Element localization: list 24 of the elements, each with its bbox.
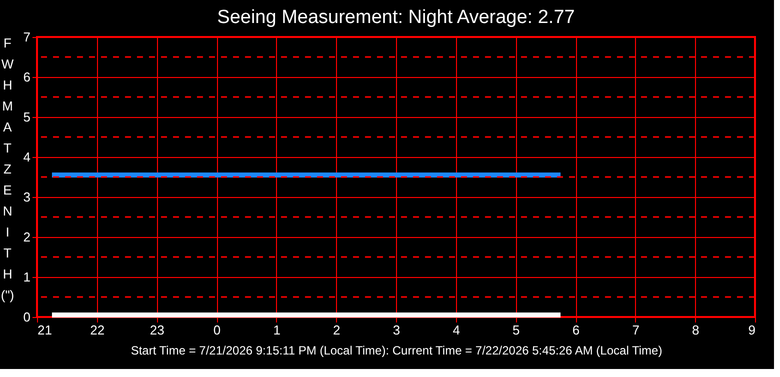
y-tick-label: 7 (23, 30, 30, 44)
y-tick-label: 4 (23, 150, 30, 164)
y-tick-label: 5 (23, 110, 30, 124)
x-tick-label: 9 (748, 322, 756, 338)
x-tick-label: 8 (692, 322, 700, 338)
x-tick-label: 4 (452, 322, 460, 338)
y-tick-label: 2 (23, 230, 30, 244)
x-tick-label: 22 (90, 322, 105, 338)
x-tick-label: 3 (392, 322, 400, 338)
y-tick-label: 6 (23, 70, 30, 84)
x-tick-label: 7 (632, 322, 640, 338)
x-tick-label: 1 (273, 322, 280, 338)
y-tick-label: 1 (23, 270, 30, 284)
y-tick-label: 0 (23, 310, 30, 324)
x-tick-label: 23 (150, 322, 164, 338)
x-tick-label: 2 (333, 322, 340, 338)
x-tick-label: 5 (512, 322, 520, 338)
chart-title: Seeing Measurement: Night Average: 2.77 (217, 7, 575, 28)
text: Start Time = 7/21/2026 9:15:11 PM (Local Time): Current Time = 7/22/2026 5:45:26 AM (Local Time) (130, 344, 662, 358)
y-tick-label: 3 (23, 190, 30, 204)
x-tick-label: 0 (213, 322, 221, 338)
x-tick-label: 6 (572, 322, 580, 338)
text: FWHM AT ZENITH (") (0, 36, 14, 302)
x-tick-label: 21 (38, 322, 52, 338)
